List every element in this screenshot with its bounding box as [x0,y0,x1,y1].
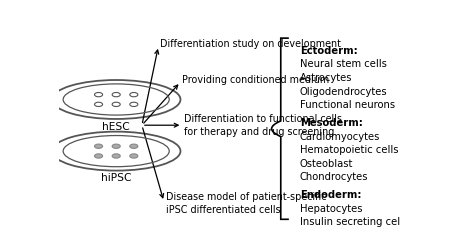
Ellipse shape [112,103,120,107]
Text: Chondrocytes: Chondrocytes [300,172,368,182]
Text: Hepatocytes: Hepatocytes [300,203,362,213]
Ellipse shape [94,93,102,97]
Text: Mesoderm:: Mesoderm: [300,117,363,128]
Text: hiPSC: hiPSC [101,173,131,183]
Ellipse shape [130,154,138,159]
Text: Providing conditioned medium: Providing conditioned medium [182,75,329,85]
Ellipse shape [112,145,120,149]
Text: Endoderm:: Endoderm: [300,189,361,199]
Text: Insulin secreting cel: Insulin secreting cel [300,216,400,226]
Text: iPSC differentiated cells: iPSC differentiated cells [166,204,281,214]
Ellipse shape [52,81,181,119]
Text: Functional neurons: Functional neurons [300,100,395,110]
Text: for therapy and drug screening: for therapy and drug screening [184,126,335,136]
Text: Ectoderm:: Ectoderm: [300,46,357,56]
Text: Oligodendrocytes: Oligodendrocytes [300,86,387,96]
Text: hESC: hESC [102,121,130,131]
Ellipse shape [112,154,120,159]
Ellipse shape [130,145,138,149]
Text: Hematopoietic cells: Hematopoietic cells [300,145,398,154]
Ellipse shape [130,103,138,107]
Text: Astrocytes: Astrocytes [300,73,352,83]
Ellipse shape [94,103,102,107]
Text: Disease model of patient-specific: Disease model of patient-specific [166,191,326,201]
Text: Neural stem cells: Neural stem cells [300,59,387,69]
Ellipse shape [52,132,181,171]
Text: Differentiation to functional cells: Differentiation to functional cells [184,114,342,123]
Ellipse shape [130,93,138,97]
Text: Cardiomyocytes: Cardiomyocytes [300,131,380,141]
Ellipse shape [94,145,102,149]
Text: Differentiation study on development: Differentiation study on development [160,39,341,49]
Text: Osteoblast: Osteoblast [300,158,353,168]
Ellipse shape [94,154,102,159]
Ellipse shape [112,93,120,97]
